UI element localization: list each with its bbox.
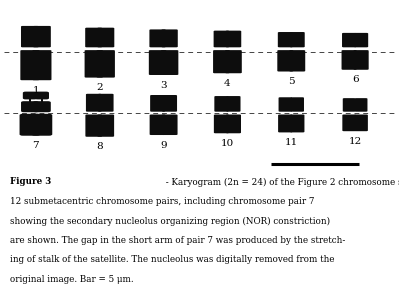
FancyBboxPatch shape	[150, 95, 165, 112]
Text: ing of stalk of the satellite. The nucleolus was digitally removed from the: ing of stalk of the satellite. The nucle…	[10, 255, 334, 264]
FancyBboxPatch shape	[214, 115, 229, 133]
Text: 3: 3	[160, 81, 167, 90]
FancyBboxPatch shape	[33, 101, 51, 112]
FancyBboxPatch shape	[342, 115, 356, 131]
FancyBboxPatch shape	[85, 50, 103, 78]
FancyBboxPatch shape	[32, 50, 51, 80]
Text: are shown. The gap in the short arm of pair 7 was produced by the stretch-: are shown. The gap in the short arm of p…	[10, 236, 346, 245]
Text: 10: 10	[221, 139, 234, 148]
FancyBboxPatch shape	[85, 28, 102, 47]
FancyBboxPatch shape	[290, 32, 305, 47]
Text: showing the secondary nucleolus organizing region (NOR) constriction): showing the secondary nucleolus organizi…	[10, 216, 330, 226]
FancyBboxPatch shape	[225, 31, 241, 47]
Text: Figure 3: Figure 3	[10, 177, 51, 186]
FancyBboxPatch shape	[33, 26, 51, 47]
FancyBboxPatch shape	[161, 29, 178, 47]
Text: 7: 7	[33, 141, 39, 150]
Text: 2: 2	[97, 83, 103, 92]
Text: 6: 6	[352, 75, 358, 84]
FancyBboxPatch shape	[225, 50, 242, 73]
FancyBboxPatch shape	[342, 50, 357, 70]
FancyBboxPatch shape	[289, 50, 305, 72]
FancyBboxPatch shape	[278, 32, 293, 47]
FancyBboxPatch shape	[35, 92, 49, 99]
FancyBboxPatch shape	[150, 115, 166, 135]
FancyBboxPatch shape	[354, 50, 369, 70]
FancyBboxPatch shape	[85, 115, 102, 137]
FancyBboxPatch shape	[20, 114, 40, 136]
Text: 4: 4	[224, 79, 231, 88]
Text: 5: 5	[288, 77, 294, 86]
FancyBboxPatch shape	[97, 28, 114, 47]
FancyBboxPatch shape	[354, 33, 368, 47]
FancyBboxPatch shape	[355, 98, 367, 112]
FancyBboxPatch shape	[162, 95, 177, 112]
FancyBboxPatch shape	[226, 115, 241, 133]
FancyBboxPatch shape	[97, 115, 114, 137]
FancyBboxPatch shape	[41, 98, 43, 102]
FancyBboxPatch shape	[290, 97, 304, 112]
FancyBboxPatch shape	[97, 50, 115, 78]
FancyBboxPatch shape	[342, 33, 356, 47]
FancyBboxPatch shape	[343, 98, 356, 112]
FancyBboxPatch shape	[86, 94, 102, 112]
Text: - Karyogram (2n = 24) of the Figure 2 chromosome set showing: - Karyogram (2n = 24) of the Figure 2 ch…	[163, 177, 399, 186]
Text: original image. Bar = 5 μm.: original image. Bar = 5 μm.	[10, 275, 134, 284]
FancyBboxPatch shape	[354, 115, 368, 131]
FancyBboxPatch shape	[20, 50, 40, 80]
FancyBboxPatch shape	[23, 92, 37, 99]
Text: 11: 11	[284, 138, 298, 147]
FancyBboxPatch shape	[278, 115, 292, 133]
Text: 12 submetacentric chromosome pairs, including chromosome pair 7: 12 submetacentric chromosome pairs, incl…	[10, 197, 314, 206]
FancyBboxPatch shape	[98, 94, 114, 112]
FancyBboxPatch shape	[21, 26, 39, 47]
FancyBboxPatch shape	[277, 50, 293, 72]
Text: 8: 8	[97, 142, 103, 151]
FancyBboxPatch shape	[214, 96, 229, 112]
FancyBboxPatch shape	[290, 115, 304, 133]
FancyBboxPatch shape	[21, 101, 39, 112]
Text: 1: 1	[33, 86, 39, 95]
FancyBboxPatch shape	[279, 97, 292, 112]
Text: 9: 9	[160, 141, 167, 150]
FancyBboxPatch shape	[149, 50, 166, 75]
FancyBboxPatch shape	[213, 31, 229, 47]
FancyBboxPatch shape	[213, 50, 230, 73]
FancyBboxPatch shape	[161, 50, 178, 75]
FancyBboxPatch shape	[29, 98, 31, 102]
Text: 12: 12	[348, 137, 362, 146]
FancyBboxPatch shape	[32, 114, 52, 136]
FancyBboxPatch shape	[162, 115, 178, 135]
FancyBboxPatch shape	[149, 29, 166, 47]
FancyBboxPatch shape	[226, 96, 241, 112]
